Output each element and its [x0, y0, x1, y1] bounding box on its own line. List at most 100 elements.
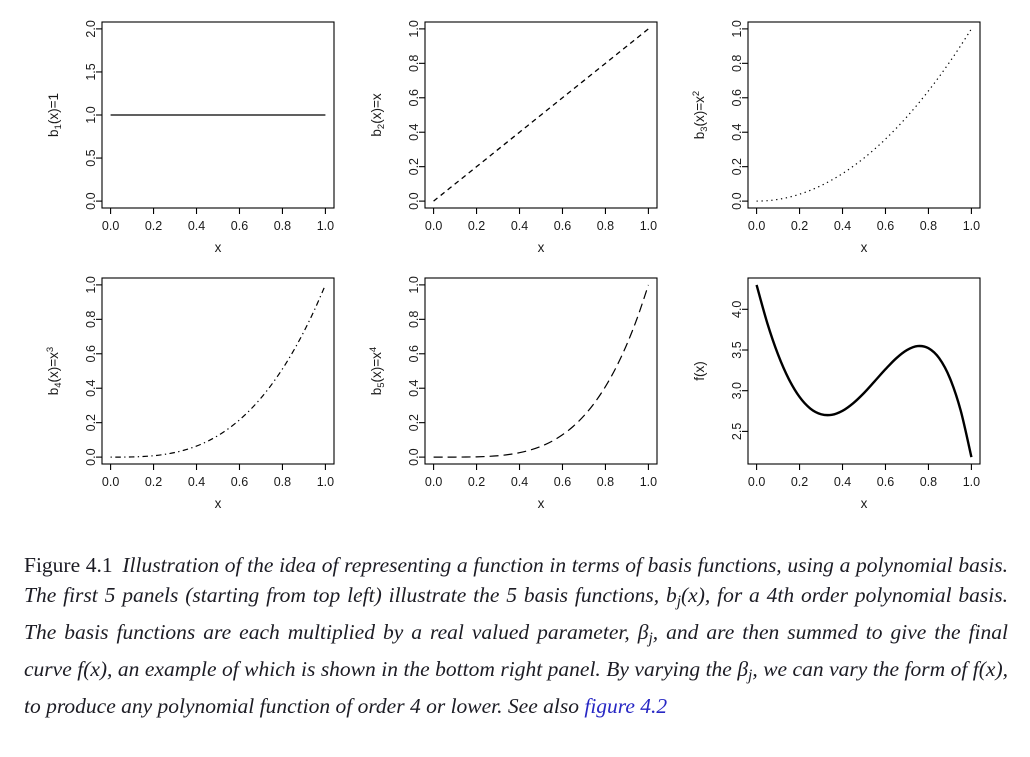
x-tick-label: 0.0 — [425, 475, 442, 489]
caption-text: , we can vary the form of f(x), to produ… — [24, 656, 1008, 718]
x-axis-label: x — [860, 240, 867, 255]
panel-b1-constant: 0.0 0.2 0.4 0.6 0.8 1.0 0.0 0.5 1.0 1.5 2.0 x b1​(x)… — [28, 8, 351, 260]
y-tick-label: 2.5 — [730, 423, 744, 440]
y-tick-label: 0.4 — [730, 123, 744, 140]
caption-text: (x), for a 4th order polynomial basis. T… — [24, 583, 1008, 644]
y-tick-label: 4.0 — [730, 301, 744, 318]
x-tick-label: 0.4 — [833, 219, 850, 233]
x-tick-label: 1.0 — [962, 475, 979, 489]
x-axis-label: x — [538, 240, 545, 255]
figure-4-2-link[interactable]: figure 4.2 — [584, 693, 668, 718]
x-axis-label: x — [215, 240, 222, 255]
plot-box — [424, 21, 658, 209]
y-tick-label: 1.5 — [84, 63, 98, 80]
y-tick-label: 1.0 — [407, 276, 421, 293]
x-tick-label: 0.2 — [468, 219, 485, 233]
x-tick-label: 0.6 — [231, 219, 248, 233]
y-tick-label: 0.8 — [407, 311, 421, 328]
y-tick-label: 0.6 — [407, 345, 421, 362]
caption-subscript: j — [748, 666, 753, 684]
x-tick-label: 0.6 — [876, 475, 893, 489]
y-tick-label: 0.4 — [84, 379, 98, 396]
x-tick-label: 0.2 — [145, 475, 162, 489]
panel-f-sum: 0.0 0.2 0.4 0.6 0.8 1.0 2.5 3.0 3.5 4.0 x f(x) — [673, 264, 996, 516]
x-axis-label: x — [215, 496, 222, 511]
panel-b3-quadratic: 0.0 0.2 0.4 0.6 0.8 1.0 0.0 0.2 0.4 0.6 0.8 1.0 x b3​… — [673, 8, 996, 260]
x-tick-label: 0.8 — [919, 219, 936, 233]
figure-caption-label: Figure 4.1 — [24, 553, 113, 577]
curve-b5 — [433, 284, 649, 458]
y-tick-label: 2.0 — [84, 20, 98, 37]
y-axis-label: b2​(x)=x — [369, 93, 387, 136]
y-tick-label: 1.0 — [730, 20, 744, 37]
x-axis-label: x — [860, 496, 867, 511]
x-tick-label: 0.4 — [511, 475, 528, 489]
x-tick-label: 0.0 — [425, 219, 442, 233]
plot-box — [747, 21, 981, 209]
curve-f — [755, 284, 973, 458]
figure-panels-grid: 0.0 0.2 0.4 0.6 0.8 1.0 0.0 0.5 1.0 1.5 2.0 x b1​(x)… — [28, 8, 996, 516]
panel-b5-quartic: 0.0 0.2 0.4 0.6 0.8 1.0 0.0 0.2 0.4 0.6 0.8 1.0 x b5​… — [351, 264, 674, 516]
panel-b4-cubic: 0.0 0.2 0.4 0.6 0.8 1.0 0.0 0.2 0.4 0.6 0.8 1.0 x b4​… — [28, 264, 351, 516]
x-tick-label: 0.8 — [919, 475, 936, 489]
caption-text: , and are then summed to give the final … — [24, 619, 1008, 681]
y-tick-label: 0.0 — [84, 448, 98, 465]
y-tick-label: 0.5 — [84, 149, 98, 166]
curve-b4 — [110, 284, 327, 458]
chart-b2-linear: 0.0 0.2 0.4 0.6 0.8 1.0 0.0 0.2 0.4 0.6 0.8 1.0 x b2​… — [369, 20, 658, 255]
y-tick-label: 0.6 — [407, 89, 421, 106]
plot-box — [101, 277, 335, 465]
chart-b3-quadratic: 0.0 0.2 0.4 0.6 0.8 1.0 0.0 0.2 0.4 0.6 0.8 1.0 x b3​… — [691, 20, 981, 255]
chart-b5-quartic: 0.0 0.2 0.4 0.6 0.8 1.0 0.0 0.2 0.4 0.6 0.8 1.0 x b5​… — [368, 276, 658, 511]
y-axis-label: b5​(x)=x4​ — [368, 347, 387, 395]
x-tick-label: 0.6 — [554, 219, 571, 233]
panel-b2-linear: 0.0 0.2 0.4 0.6 0.8 1.0 0.0 0.2 0.4 0.6 0.8 1.0 x b2​… — [351, 8, 674, 260]
y-tick-label: 0.8 — [730, 55, 744, 72]
x-tick-label: 1.0 — [962, 219, 979, 233]
y-tick-label: 0.4 — [407, 379, 421, 396]
x-tick-label: 0.4 — [511, 219, 528, 233]
curve-b2 — [433, 28, 649, 202]
y-tick-label: 0.0 — [730, 192, 744, 209]
curve-b3 — [756, 28, 972, 202]
x-tick-label: 0.2 — [791, 219, 808, 233]
x-tick-label: 0.6 — [554, 475, 571, 489]
y-tick-label: 0.2 — [407, 158, 421, 175]
x-tick-label: 0.6 — [876, 219, 893, 233]
y-tick-label: 3.5 — [730, 341, 744, 358]
x-tick-label: 0.8 — [597, 475, 614, 489]
y-axis-label: f(x) — [692, 361, 707, 381]
x-tick-label: 1.0 — [640, 475, 657, 489]
chart-b1-constant: 0.0 0.2 0.4 0.6 0.8 1.0 0.0 0.5 1.0 1.5 2.0 x b1​(x)… — [46, 20, 335, 255]
y-tick-label: 0.0 — [407, 448, 421, 465]
y-axis-label: b1​(x)=1 — [46, 93, 64, 137]
y-tick-label: 0.6 — [730, 89, 744, 106]
x-tick-label: 0.0 — [748, 475, 765, 489]
plot-box — [747, 277, 981, 465]
x-tick-label: 0.4 — [188, 475, 205, 489]
plot-box — [424, 277, 658, 465]
y-tick-label: 1.0 — [84, 106, 98, 123]
x-tick-label: 1.0 — [317, 475, 334, 489]
y-tick-label: 0.2 — [84, 414, 98, 431]
y-tick-label: 0.0 — [84, 192, 98, 209]
y-tick-label: 3.0 — [730, 382, 744, 399]
x-tick-label: 0.0 — [102, 475, 119, 489]
x-tick-label: 0.8 — [274, 475, 291, 489]
y-tick-label: 0.6 — [84, 345, 98, 362]
y-tick-label: 0.8 — [84, 311, 98, 328]
caption-text: Illustration of the idea of representing… — [24, 553, 1008, 607]
chart-f-sum: 0.0 0.2 0.4 0.6 0.8 1.0 2.5 3.0 3.5 4.0 x f(x) — [692, 277, 981, 511]
y-tick-label: 0.2 — [407, 414, 421, 431]
x-tick-label: 0.4 — [833, 475, 850, 489]
chart-b4-cubic: 0.0 0.2 0.4 0.6 0.8 1.0 0.0 0.2 0.4 0.6 0.8 1.0 x b4​… — [45, 276, 335, 511]
x-tick-label: 0.0 — [748, 219, 765, 233]
x-tick-label: 1.0 — [640, 219, 657, 233]
caption-subscript: j — [676, 592, 682, 610]
x-tick-label: 0.2 — [145, 219, 162, 233]
y-tick-label: 0.8 — [407, 55, 421, 72]
y-tick-label: 1.0 — [84, 276, 98, 293]
y-tick-label: 0.4 — [407, 123, 421, 140]
y-tick-label: 1.0 — [407, 20, 421, 37]
